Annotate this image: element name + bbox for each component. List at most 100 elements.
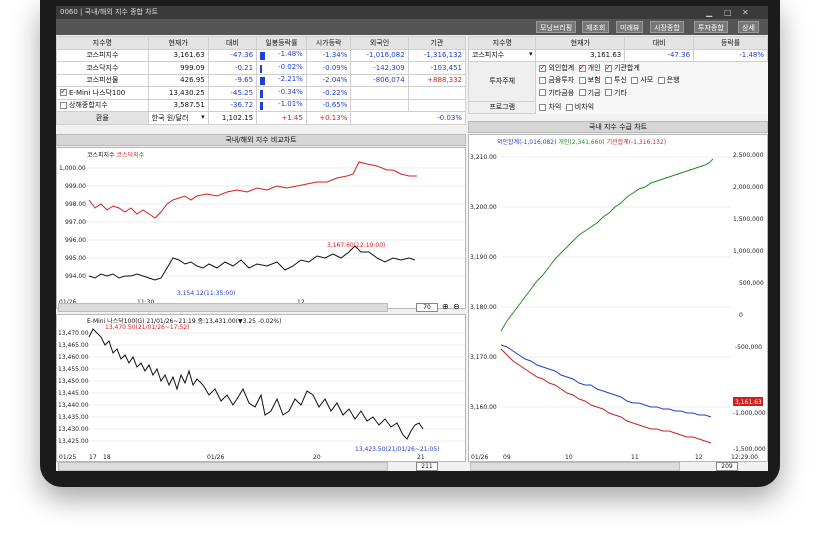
- row-inst: [407, 86, 467, 100]
- investor-checkbox[interactable]: [539, 76, 547, 84]
- table-row[interactable]: 코스닥지수 999.09 -0.21 -0.02% -0.09% -142,30…: [56, 61, 467, 75]
- flow-col-price: 현재가: [535, 36, 626, 50]
- chart1-ylabel: 995.00: [65, 255, 86, 262]
- chart3-ylabel-left: 3,170.00: [470, 354, 497, 361]
- row-change: -36.72: [207, 98, 258, 112]
- investor-checkbox[interactable]: [578, 89, 586, 97]
- chart3-ylabel-right: 2,000,000: [733, 184, 764, 191]
- investor-checkbox[interactable]: [631, 76, 639, 84]
- chart3-scrollbar[interactable]: [470, 462, 680, 471]
- chart2-scrollbar[interactable]: [58, 462, 388, 471]
- row-name: 코스닥지수: [56, 61, 149, 75]
- chart3-ylabel-left: 3,180.00: [470, 304, 497, 311]
- chart2-ylabel: 13,470.00: [58, 330, 89, 337]
- col-inst: 기관: [407, 36, 467, 50]
- maximize-icon[interactable]: □: [724, 8, 732, 17]
- program-checkbox[interactable]: [565, 103, 573, 111]
- compare-chart[interactable]: 코스피지수 코스닥지수 1,000.00 999.00 998.00 997.0…: [56, 147, 466, 309]
- investor-checkbox[interactable]: [578, 63, 586, 72]
- chart2-grid: [87, 332, 465, 442]
- future-view-button[interactable]: 미래뷰: [616, 21, 644, 33]
- investor-option: 기타금융: [548, 88, 575, 97]
- row-name: E-Mini 나스닥100: [69, 88, 126, 97]
- row-rate: -0.34%: [278, 87, 303, 96]
- investor-checkbox[interactable]: [657, 76, 665, 84]
- investor-checkbox[interactable]: [578, 76, 586, 84]
- chart3-ylabel-right: 1,500,000: [733, 216, 764, 223]
- flow-index-row[interactable]: 코스피지수 ▾ 3,161.63 -47.36 -1.48%: [467, 48, 768, 62]
- chart3-zoom-input[interactable]: 209: [716, 462, 738, 471]
- row-foreign: [350, 86, 409, 100]
- col-price: 현재가: [147, 36, 209, 50]
- chart2-zoom-input[interactable]: 211: [416, 462, 438, 471]
- chart2-ylabel: 13,465.00: [58, 342, 89, 349]
- chart3-xlabel: 12:29:00: [731, 454, 758, 461]
- table-row[interactable]: 코스피선물 426.95 -9.65 -2.21% -2.04% -806,07…: [56, 73, 467, 87]
- fx-currency: 한국 원/달러: [151, 113, 189, 122]
- investor-option: 투신: [614, 76, 627, 85]
- investor-checkbox[interactable]: [605, 76, 613, 84]
- fx-row[interactable]: 환율 한국 원/달러 ▾ 1,102.15 +1.45 +0.13% -0.03%: [56, 111, 466, 125]
- chart1-xlabel: 12: [297, 299, 305, 306]
- chart3-ylabel-left: 3,160.00: [470, 404, 497, 411]
- row-name: 코스피지수: [56, 48, 149, 62]
- row-price: 426.95: [147, 73, 209, 87]
- legend-individual: 개인(2,341,660): [558, 139, 605, 146]
- chart2-xlabel: 01/25: [59, 454, 76, 461]
- flow-index-select[interactable]: 코스피지수 ▾: [467, 48, 537, 62]
- investment-summary-button[interactable]: 투자종합: [694, 21, 728, 33]
- refresh-button[interactable]: 재조회: [582, 21, 610, 33]
- investor-checkbox[interactable]: [605, 63, 613, 72]
- row-rate: -1.48%: [278, 50, 303, 59]
- row-name: 상해종합지수: [69, 101, 108, 110]
- row-open: -2.04%: [305, 73, 352, 87]
- chart3-ylabel-right: -1,000,000: [733, 410, 766, 417]
- chart2-xlabel: 20: [313, 454, 321, 461]
- investor-checkbox[interactable]: [539, 63, 547, 72]
- nasdaq-chart[interactable]: E-Mini 나스닥100(G) 21/01/26~21:19 종:13,431…: [56, 314, 466, 462]
- supply-demand-chart[interactable]: 외인합계(-1,016,082) 개인(2,341,660) 기관합계(-1,3…: [468, 134, 768, 462]
- chart2-svg: 13,470.00 13,465.00 13,460.00 13,455.00 …: [58, 324, 465, 461]
- close-icon[interactable]: ✕: [742, 8, 749, 17]
- price-tag-text: 3,161.63: [735, 399, 762, 406]
- rate-bar-icon: [260, 89, 264, 98]
- table-row[interactable]: 상해종합지수 3,587.51 -36.72 -1.01% -0.65%: [56, 98, 467, 112]
- row-checkbox[interactable]: [60, 87, 67, 97]
- zoom-out-icon[interactable]: ⊖: [453, 302, 460, 311]
- detail-button[interactable]: 상세: [738, 21, 759, 33]
- program-checkbox[interactable]: [539, 103, 547, 111]
- chart3-ylabel-right: 1,000,000: [733, 248, 764, 255]
- chart3-ylabel-left: 3,190.00: [470, 254, 497, 261]
- chart3-xlabel: 10: [565, 454, 573, 461]
- minimize-icon[interactable]: ▁: [706, 8, 713, 17]
- zoom-in-icon[interactable]: ⊕: [442, 302, 449, 311]
- legend-foreign: 외인합계(-1,016,082): [497, 139, 557, 146]
- individual-series-line: [500, 158, 714, 332]
- chart1-annot-low: 3,154.12(11:35:00): [177, 290, 235, 297]
- investor-label: 투자주체: [467, 61, 537, 102]
- price-tag: [733, 397, 763, 406]
- rate-bar-icon: [260, 52, 266, 61]
- morning-briefing-button[interactable]: 모닝브리핑: [536, 21, 577, 33]
- chevron-down-icon: ▾: [201, 112, 205, 121]
- fx-currency-select[interactable]: 한국 원/달러 ▾: [147, 111, 209, 125]
- foreign-series-line: [500, 344, 712, 418]
- market-summary-button[interactable]: 시장종합: [650, 21, 684, 33]
- chart3-ylabel-right: -1,500,000: [733, 446, 766, 453]
- chart2-ylabel: 13,430.00: [58, 426, 89, 433]
- row-rate: -0.02%: [278, 62, 303, 71]
- table-row[interactable]: E-Mini 나스닥100 13,430.25 -45.25 -0.34% -0…: [56, 86, 467, 100]
- chart1-ylabel: 994.00: [65, 273, 86, 280]
- chart1-scrollbar[interactable]: [58, 303, 388, 312]
- row-checkbox[interactable]: [60, 101, 67, 109]
- investor-checkbox[interactable]: [539, 89, 547, 97]
- row-foreign: [350, 98, 409, 112]
- investor-checkbox[interactable]: [605, 89, 613, 97]
- fx-rate: +0.13%: [305, 111, 352, 125]
- chart2-annot-high: 13,470.50(21/01/26~17:52): [105, 324, 189, 331]
- chart3-xlabel: 09: [503, 454, 511, 461]
- row-price: 13,430.25: [147, 86, 209, 100]
- chart3-ylabel-left: 3,210.00: [470, 154, 497, 161]
- table-row[interactable]: 코스피지수 3,161.63 -47.36 -1.48% -1.34% -1,0…: [56, 48, 467, 62]
- chart1-zoom-input[interactable]: 70: [416, 303, 438, 312]
